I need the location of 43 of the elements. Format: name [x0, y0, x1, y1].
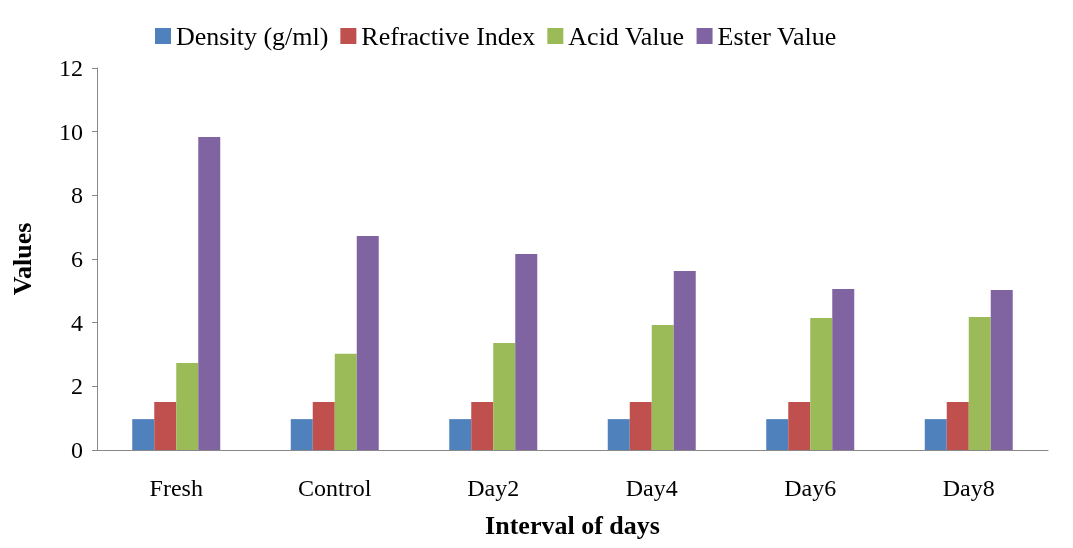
x-tick-label: Control: [298, 475, 372, 501]
bar: [607, 419, 630, 450]
bar: [312, 401, 335, 450]
bar: [154, 401, 177, 450]
bar: [968, 316, 991, 450]
y-tick-label: 2: [71, 373, 83, 400]
y-tick-label: 4: [71, 309, 83, 336]
y-axis-title: Values: [7, 222, 37, 296]
bar: [832, 288, 855, 450]
bar: [515, 253, 538, 450]
bar: [788, 401, 811, 450]
x-tick-label: Day2: [467, 475, 520, 501]
x-tick-label: Day4: [625, 475, 678, 501]
x-tick-label: Fresh: [149, 475, 203, 501]
bar: [334, 353, 357, 450]
bar: [290, 419, 313, 450]
bar: [471, 401, 494, 450]
bar: [924, 419, 947, 450]
bar: [673, 271, 696, 450]
bar: [198, 137, 221, 450]
legend-label: Acid Value: [568, 21, 685, 51]
y-tick-label: 8: [71, 182, 83, 209]
bar: [990, 289, 1013, 450]
bar: [810, 317, 833, 450]
bar: [629, 401, 652, 450]
bar: [493, 343, 516, 450]
bar: [356, 236, 379, 450]
bar: [946, 401, 969, 450]
legend-label: Ester Value: [717, 21, 837, 51]
legend-label: Refractive Index: [361, 21, 536, 51]
y-tick-label: 6: [71, 246, 83, 272]
legend-label: Density (g/ml): [176, 21, 329, 51]
x-tick-label: Day8: [942, 475, 995, 501]
y-tick-label: 12: [59, 55, 83, 81]
y-tick-label: 10: [59, 118, 83, 145]
x-axis-title: Interval of days: [485, 510, 660, 540]
bar: [766, 419, 789, 450]
bar: [651, 324, 674, 450]
x-tick-label: Day6: [784, 475, 837, 501]
bar: [449, 419, 472, 450]
bar: [132, 419, 155, 450]
y-tick-label: 0: [71, 437, 83, 463]
bar: [176, 363, 199, 450]
